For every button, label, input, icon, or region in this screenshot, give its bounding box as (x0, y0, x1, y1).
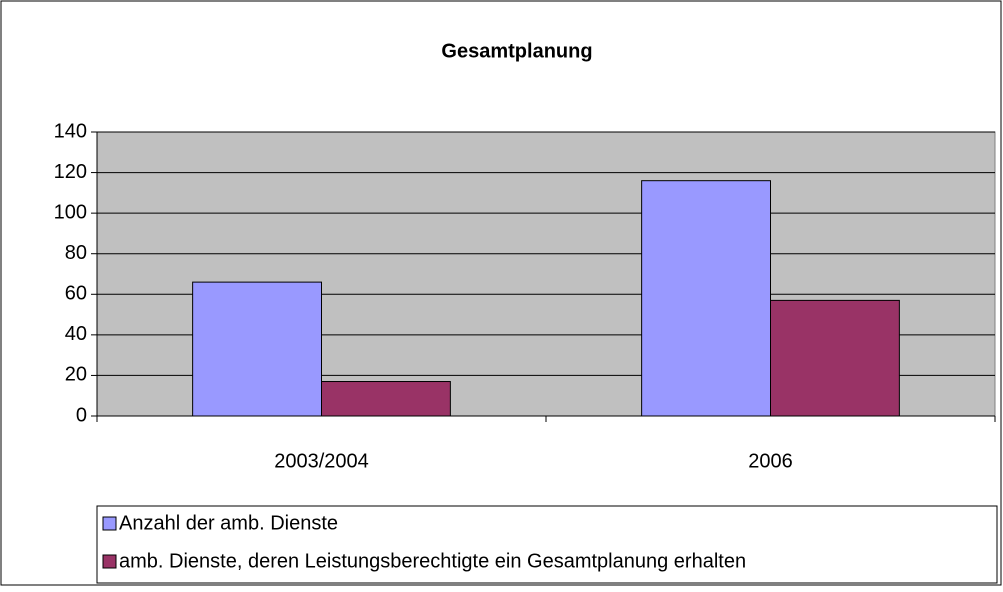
legend-box (96, 505, 998, 584)
legend-label: Anzahl der amb. Dienste (119, 512, 338, 534)
y-tick-label: 140 (54, 120, 87, 142)
bar (321, 381, 451, 417)
y-tick-label: 120 (54, 161, 87, 183)
y-tick-label: 40 (65, 323, 87, 345)
bar (641, 180, 772, 417)
bar (192, 281, 322, 417)
y-tick-label: 60 (65, 283, 87, 305)
legend-swatch (102, 516, 117, 531)
legend-label: amb. Dienste, deren Leistungsberechtigte… (119, 550, 746, 572)
legend-swatch (102, 554, 117, 569)
y-tick-label: 100 (54, 201, 87, 223)
y-tick-label: 20 (65, 364, 87, 386)
y-tick-label: 0 (76, 404, 87, 426)
x-tick-label: 2003/2004 (274, 450, 369, 472)
x-tick-label: 2006 (748, 450, 793, 472)
y-tick-label: 80 (65, 242, 87, 264)
bar (770, 299, 900, 417)
chart-title: Gesamtplanung (441, 40, 592, 62)
